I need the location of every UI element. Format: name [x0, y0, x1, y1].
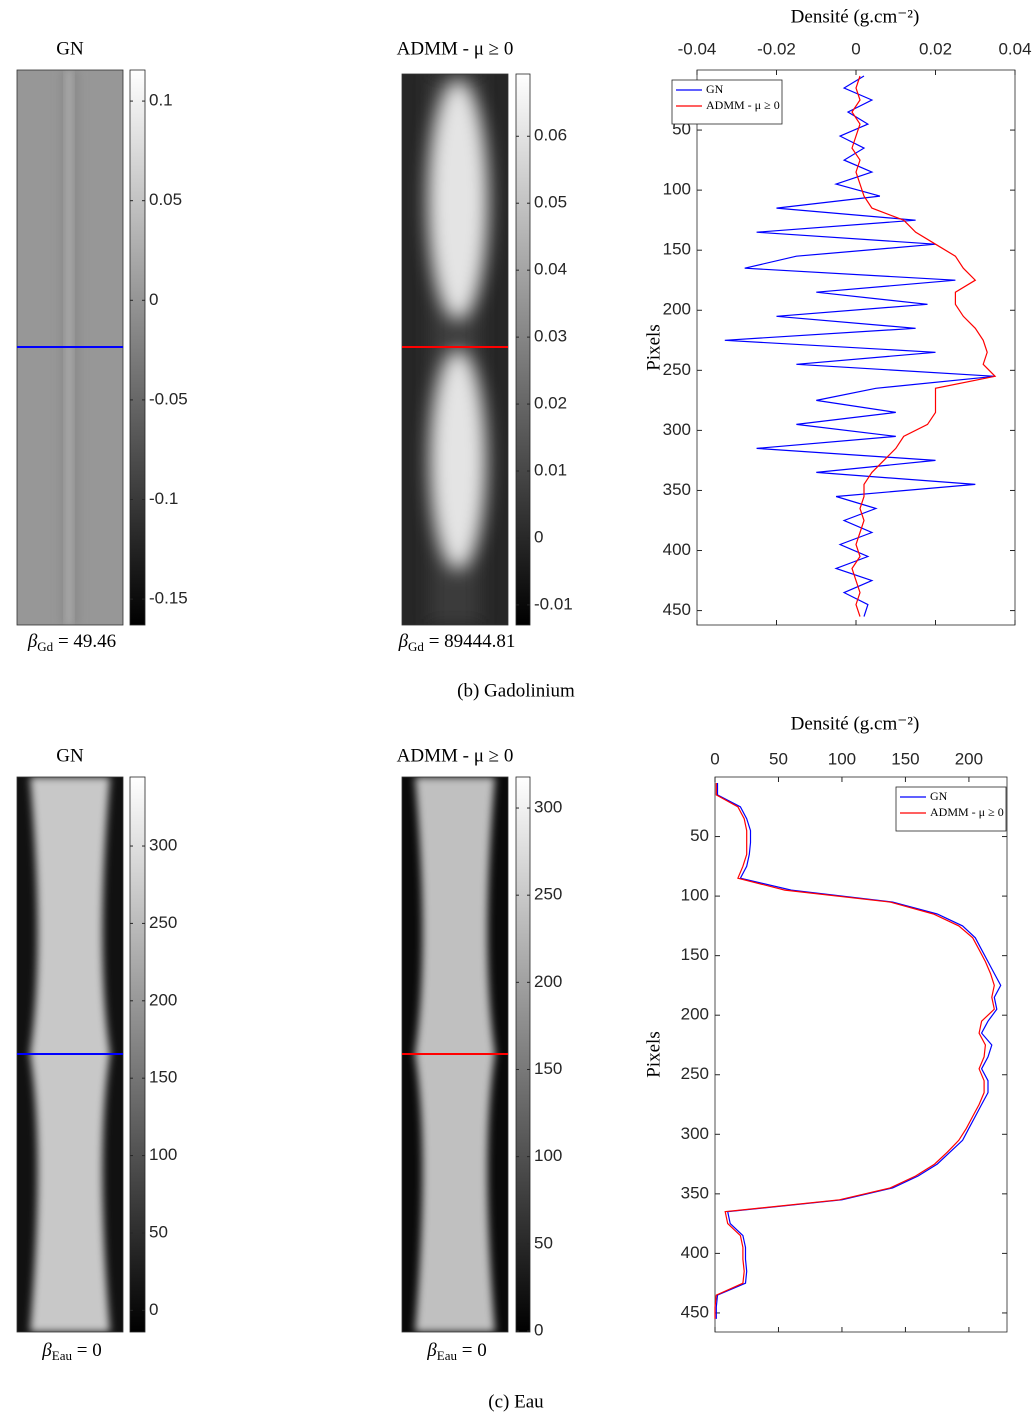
colorbar-tick-label: -0.05 [149, 389, 188, 408]
colorbar-tick-label: 250 [534, 885, 562, 904]
colorbar-tick-label: 200 [534, 972, 562, 991]
colorbar-tick-label: -0.01 [534, 594, 573, 613]
colorbar-tick-label: 150 [149, 1068, 177, 1087]
colorbar [515, 73, 531, 626]
caption-part: Gd [408, 639, 424, 654]
plot-area [714, 776, 1008, 1333]
colorbar [129, 69, 146, 626]
image-caption: βEau = 0 [426, 1340, 486, 1363]
caption-part: = 49.46 [53, 631, 116, 652]
legend-box [895, 786, 1007, 832]
caption-part: β [41, 1340, 52, 1361]
image-caption: βEau = 0 [41, 1340, 101, 1363]
x-tick-label: -0.04 [678, 39, 717, 58]
y-tick-label: 100 [663, 180, 691, 199]
colorbar-tick-label: 50 [534, 1233, 553, 1252]
x-tick-label: 200 [955, 749, 983, 768]
legend-label: GN [706, 82, 724, 96]
caption-part: β [398, 631, 409, 652]
colorbar-tick-label: -0.15 [149, 589, 188, 608]
image-caption: βGd = 89444.81 [398, 631, 516, 654]
caption-part: Eau [52, 1348, 73, 1363]
y-tick-label: 150 [663, 240, 691, 259]
y-tick-label: 200 [681, 1005, 709, 1024]
image-title: GN [56, 38, 84, 59]
x-tick-label: 100 [828, 749, 856, 768]
y-tick-label: 100 [681, 886, 709, 905]
colorbar-tick-label: -0.1 [149, 489, 178, 508]
colorbar-tick-label: 0 [534, 527, 543, 546]
colorbar-tick-label: 0.02 [534, 394, 567, 413]
colorbar-tick-label: 0.05 [534, 193, 567, 212]
image-title: ADMM - μ ≥ 0 [397, 745, 514, 766]
caption-part: β [27, 631, 38, 652]
image-admm-gd [402, 74, 508, 625]
colorbar-tick-label: 0.1 [149, 91, 173, 110]
x-tick-label: 0.04 [998, 39, 1031, 58]
x-tick-label: 0 [851, 39, 860, 58]
caption-part: Gd [37, 639, 53, 654]
colorbar-tick-label: 100 [149, 1145, 177, 1164]
image-title: ADMM - μ ≥ 0 [397, 38, 514, 59]
series-line [851, 75, 997, 617]
y-tick-label: 200 [663, 300, 691, 319]
colorbar-tick-label: 100 [534, 1146, 562, 1165]
colorbar-tick-label: 250 [149, 913, 177, 932]
x-axis-label: Densité (g.cm⁻²) [791, 713, 920, 734]
x-tick-label: 0 [710, 749, 719, 768]
y-tick-label: 300 [681, 1124, 709, 1143]
colorbar-tick-label: 200 [149, 990, 177, 1009]
image-caption: βGd = 49.46 [27, 631, 116, 654]
colorbar-tick-label: 0.05 [149, 190, 182, 209]
x-tick-label: 0.02 [919, 39, 952, 58]
colorbar-tick-label: 0.03 [534, 327, 567, 346]
colorbar-tick-label: 0.01 [534, 460, 567, 479]
y-tick-label: 350 [681, 1183, 709, 1202]
colorbar [129, 776, 146, 1333]
colorbar [515, 776, 531, 1333]
colorbar-tick-label: 150 [534, 1059, 562, 1078]
y-axis-label: Pixels [643, 324, 664, 370]
image-frame [401, 73, 509, 626]
y-tick-label: 400 [663, 540, 691, 559]
y-tick-label: 450 [663, 600, 691, 619]
colorbar-tick-label: 300 [534, 798, 562, 817]
colorbar-tick-label: 0.06 [534, 126, 567, 145]
x-tick-label: 50 [769, 749, 788, 768]
image-title: GN [56, 745, 84, 766]
figure-caption: (b) Gadolinium [457, 680, 575, 701]
figure-caption: (c) Eau [488, 1391, 544, 1412]
y-tick-label: 450 [681, 1302, 709, 1321]
series-line [715, 783, 1002, 1319]
y-axis-label: Pixels [643, 1031, 664, 1077]
colorbar-tick-label: 0 [149, 290, 158, 309]
x-axis-label: Densité (g.cm⁻²) [791, 6, 920, 27]
y-tick-label: 400 [681, 1243, 709, 1262]
colorbar-tick-label: 300 [149, 836, 177, 855]
y-tick-label: 150 [681, 945, 709, 964]
y-tick-label: 250 [681, 1064, 709, 1083]
colorbar-tick-label: 0.04 [534, 260, 567, 279]
x-tick-label: -0.02 [757, 39, 796, 58]
x-tick-label: 150 [891, 749, 919, 768]
colorbar-tick-label: 0 [534, 1320, 543, 1339]
caption-part: = 89444.81 [424, 631, 515, 652]
y-tick-label: 350 [663, 480, 691, 499]
legend-label: ADMM - μ ≥ 0 [930, 805, 1004, 819]
legend-label: GN [930, 789, 948, 803]
y-tick-label: 50 [690, 826, 709, 845]
legend-label: ADMM - μ ≥ 0 [706, 98, 780, 112]
caption-part: Eau [437, 1348, 458, 1363]
colorbar-tick-label: 0 [149, 1300, 158, 1319]
y-tick-label: 250 [663, 360, 691, 379]
legend-box [671, 79, 783, 125]
y-tick-label: 300 [663, 420, 691, 439]
caption-part: β [426, 1340, 437, 1361]
series-line [714, 783, 995, 1319]
caption-part: = 0 [72, 1340, 102, 1361]
caption-part: = 0 [457, 1340, 487, 1361]
colorbar-tick-label: 50 [149, 1222, 168, 1241]
